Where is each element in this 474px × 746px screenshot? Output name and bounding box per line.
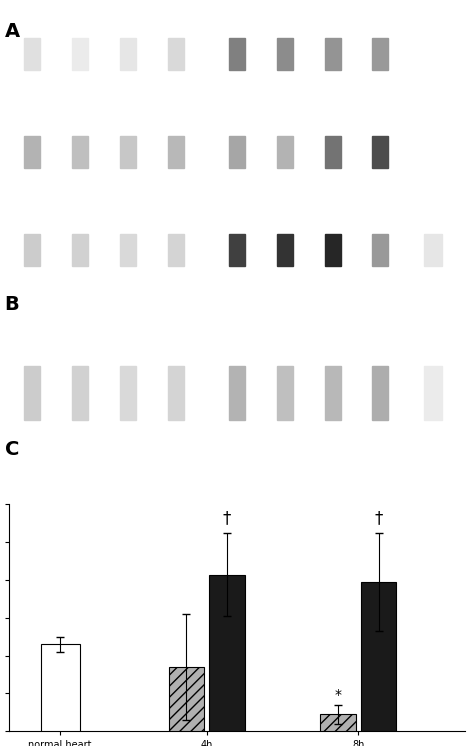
Bar: [373, 234, 388, 266]
Bar: [277, 366, 293, 419]
Bar: [209, 574, 245, 731]
Text: †: †: [223, 509, 231, 527]
Bar: [277, 234, 293, 266]
Bar: [169, 667, 204, 731]
Bar: [373, 38, 388, 70]
Bar: [424, 366, 442, 419]
Bar: [325, 366, 340, 419]
Text: †: †: [374, 509, 383, 527]
Bar: [168, 366, 183, 419]
Bar: [168, 234, 183, 266]
Bar: [72, 136, 88, 168]
Text: *: *: [335, 688, 342, 702]
Bar: [373, 366, 388, 419]
Bar: [320, 715, 356, 731]
Bar: [72, 234, 88, 266]
Text: A: A: [5, 22, 20, 41]
Bar: [229, 38, 245, 70]
Text: C: C: [5, 440, 19, 459]
Bar: [24, 366, 40, 419]
Bar: [41, 645, 80, 731]
Bar: [325, 136, 340, 168]
Bar: [24, 234, 40, 266]
Bar: [120, 136, 136, 168]
Bar: [229, 136, 245, 168]
Text: B: B: [5, 295, 19, 313]
Bar: [168, 38, 183, 70]
Bar: [120, 234, 136, 266]
Bar: [120, 38, 136, 70]
Bar: [229, 234, 245, 266]
Bar: [373, 136, 388, 168]
Bar: [168, 136, 183, 168]
Bar: [325, 234, 340, 266]
Bar: [24, 38, 40, 70]
Bar: [277, 136, 293, 168]
Bar: [424, 234, 442, 266]
Bar: [229, 366, 245, 419]
Bar: [24, 136, 40, 168]
Bar: [361, 583, 396, 731]
Bar: [277, 38, 293, 70]
Bar: [72, 38, 88, 70]
Bar: [120, 366, 136, 419]
Bar: [325, 38, 340, 70]
Bar: [72, 366, 88, 419]
